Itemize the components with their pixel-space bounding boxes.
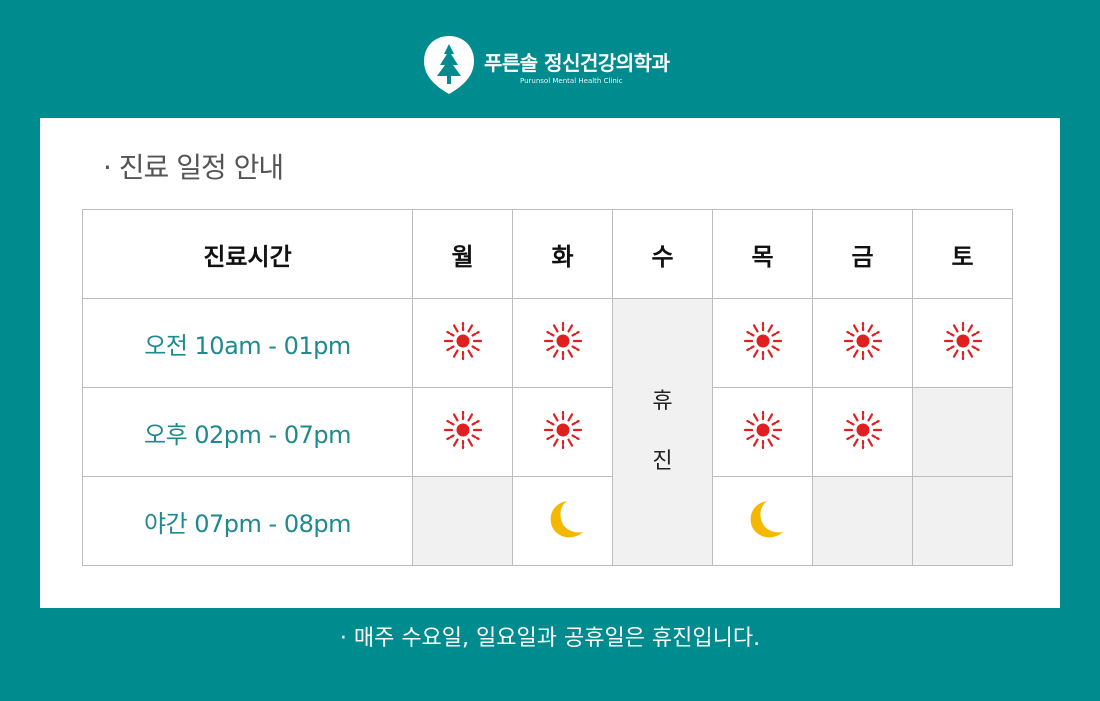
schedule-card: · 진료 일정 안내 진료시간 월 화 수 목 금 토 오전 10am - 01… <box>40 118 1060 608</box>
table-row: 야간 07pm - 08pm <box>82 476 1013 566</box>
brand-name: 푸른솔 정신건강의학과 <box>484 51 670 75</box>
moon-icon <box>543 497 583 545</box>
slot-cell <box>812 387 913 477</box>
slot-cell <box>712 476 813 566</box>
sun-icon <box>741 319 785 367</box>
sun-icon <box>441 408 485 456</box>
brand-subtitle: Purunsol Mental Health Clinic <box>520 77 623 85</box>
header-day-thu: 목 <box>712 209 813 299</box>
header-day-tue: 화 <box>512 209 613 299</box>
header-day-fri: 금 <box>812 209 913 299</box>
slot-cell <box>912 476 1013 566</box>
header-day-wed: 수 <box>612 209 713 299</box>
slot-cell <box>412 298 513 388</box>
slot-cell <box>712 298 813 388</box>
row-label-night: 야간 07pm - 08pm <box>82 476 413 566</box>
row-label-afternoon: 오후 02pm - 07pm <box>82 387 413 477</box>
schedule-table: 진료시간 월 화 수 목 금 토 오전 10am - 01pm 휴진 오후 02… <box>82 209 1013 566</box>
section-title: · 진료 일정 안내 <box>103 151 284 184</box>
header: 푸른솔 정신건강의학과 Purunsol Mental Health Clini… <box>0 0 1100 118</box>
slot-cell <box>512 298 613 388</box>
slot-cell <box>912 298 1013 388</box>
slot-cell <box>912 387 1013 477</box>
slot-cell <box>812 298 913 388</box>
sun-icon <box>541 408 585 456</box>
sun-icon <box>841 319 885 367</box>
closed-cell: 휴진 <box>612 298 713 566</box>
slot-cell <box>512 476 613 566</box>
table-row: 오전 10am - 01pm 휴진 <box>82 298 1013 566</box>
sun-icon <box>941 319 985 367</box>
sun-icon <box>841 408 885 456</box>
closed-label: 휴진 <box>652 389 673 474</box>
header-day-sat: 토 <box>912 209 1013 299</box>
sun-icon <box>441 319 485 367</box>
header-row: 진료시간 월 화 수 목 금 토 <box>82 209 1013 299</box>
pine-tree-icon <box>424 36 474 94</box>
slot-cell <box>412 387 513 477</box>
footer-note: · 매주 수요일, 일요일과 공휴일은 휴진입니다. <box>339 626 761 651</box>
slot-cell <box>712 387 813 477</box>
slot-cell <box>412 476 513 566</box>
header-day-mon: 월 <box>412 209 513 299</box>
slot-cell <box>812 476 913 566</box>
slot-cell <box>512 387 613 477</box>
table-row: 오후 02pm - 07pm <box>82 387 1013 477</box>
sun-icon <box>541 319 585 367</box>
moon-icon <box>743 497 783 545</box>
header-time: 진료시간 <box>82 209 413 299</box>
sun-icon <box>741 408 785 456</box>
row-label-morning: 오전 10am - 01pm <box>82 298 413 388</box>
